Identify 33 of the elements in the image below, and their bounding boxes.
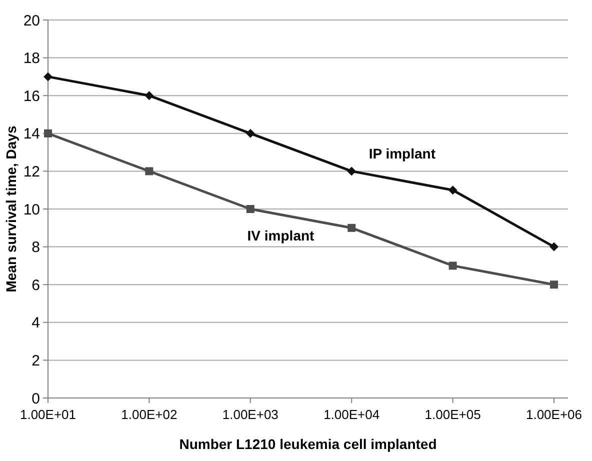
point bbox=[44, 129, 52, 138]
x-tick-label: 1.00E+05 bbox=[424, 407, 481, 422]
point bbox=[448, 262, 457, 270]
y-tick-label: 16 bbox=[23, 88, 40, 105]
y-tick-label: 6 bbox=[32, 276, 40, 294]
point bbox=[550, 242, 558, 252]
point bbox=[448, 186, 458, 195]
x-tick-label: 1.00E+03 bbox=[222, 407, 278, 422]
point bbox=[145, 167, 154, 176]
point bbox=[44, 72, 52, 82]
point bbox=[348, 224, 356, 232]
series-label: IV implant bbox=[247, 228, 315, 244]
y-axis-title: Mean survival time, Days bbox=[3, 126, 19, 292]
point bbox=[347, 166, 356, 176]
x-tick-label: 1.00E+01 bbox=[20, 407, 76, 422]
y-tick-label: 8 bbox=[32, 239, 40, 256]
point bbox=[144, 91, 154, 100]
y-tick-label: 2 bbox=[32, 352, 40, 370]
point bbox=[246, 205, 254, 213]
y-tick-label: 4 bbox=[32, 314, 40, 332]
y-tick-label: 10 bbox=[23, 201, 40, 218]
point bbox=[246, 128, 255, 138]
x-axis-title: Number L1210 leukemia cell implanted bbox=[179, 436, 437, 452]
series-label: IP implant bbox=[368, 146, 436, 162]
x-tick-label: 1.00E+02 bbox=[121, 407, 178, 422]
y-tick-label: 0 bbox=[32, 390, 40, 408]
point bbox=[550, 280, 558, 289]
x-tick-label: 1.00E+06 bbox=[526, 407, 582, 422]
y-tick-label: 12 bbox=[23, 163, 40, 180]
x-tick-label: 1.00E+04 bbox=[324, 407, 380, 422]
y-tick-label: 18 bbox=[23, 50, 40, 68]
y-tick-label: 14 bbox=[23, 126, 40, 143]
y-tick-label: 20 bbox=[23, 12, 40, 30]
